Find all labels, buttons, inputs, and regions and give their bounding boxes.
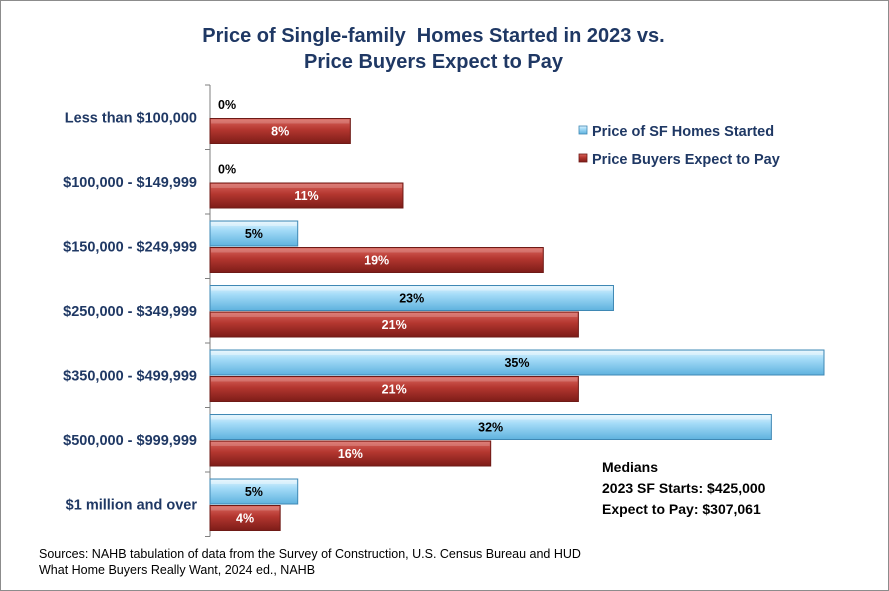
bar-highlight <box>211 506 280 511</box>
bar-expect-to-pay <box>209 247 544 273</box>
legend-label-expect-to-pay: Price Buyers Expect to Pay <box>592 152 780 168</box>
chart-title: Price of Single-family Homes Started in … <box>101 23 766 75</box>
legend-swatch-homes-started <box>578 125 588 135</box>
medians-heading: Medians <box>602 459 659 475</box>
data-label: 32% <box>478 421 503 435</box>
data-label: 35% <box>504 356 529 370</box>
legend-label-homes-started: Price of SF Homes Started <box>592 124 774 140</box>
bar-homes-started <box>209 478 299 505</box>
bar-expect-to-pay <box>209 118 351 144</box>
data-label: 8% <box>271 125 289 139</box>
bar-homes-started <box>209 220 299 247</box>
legend-swatch-expect-to-pay <box>578 153 588 163</box>
bar-highlight <box>211 222 297 226</box>
data-label: 16% <box>338 447 363 461</box>
sources-line-1: Sources: NAHB tabulation of data from th… <box>39 547 581 561</box>
data-label: 21% <box>382 318 407 332</box>
category-labels: Less than $100,000 $100,000 - $149,999 $15… <box>63 110 197 513</box>
data-label: 11% <box>294 189 318 203</box>
category-label: $250,000 - $349,999 <box>63 304 197 320</box>
category-label: $150,000 - $249,999 <box>63 239 197 255</box>
medians-expect: Expect to Pay: $307,061 <box>602 501 761 517</box>
category-label: $500,000 - $999,999 <box>63 433 197 449</box>
medians-box: Medians 2023 SF Starts: $425,000 Expect … <box>602 457 765 520</box>
chart-title-line-1: Price of Single-family Homes Started in … <box>202 25 665 47</box>
data-label: 5% <box>245 227 263 241</box>
bar-highlight <box>211 480 297 484</box>
data-label: 0% <box>218 98 236 112</box>
bar-expect-to-pay <box>209 505 281 531</box>
data-label: 0% <box>218 163 236 177</box>
axis-layer <box>205 84 211 537</box>
bar-expect-to-pay <box>209 311 579 338</box>
medians-starts: 2023 SF Starts: $425,000 <box>602 480 766 496</box>
bar-homes-started <box>209 285 614 311</box>
sources-line-2: What Home Buyers Really Want, 2024 ed., … <box>39 563 316 577</box>
bar-expect-to-pay <box>209 182 404 209</box>
chart-title-line-2: Price Buyers Expect to Pay <box>303 51 563 73</box>
legend: Price of SF Homes Started Price Buyers E… <box>578 124 780 168</box>
bars-layer: 0% 8% 0% 11% 5% 19% 23% 21% 35% 21% 32% 16% 5% 4% <box>209 98 825 531</box>
data-label: 4% <box>236 512 254 526</box>
data-label: 19% <box>364 254 389 268</box>
category-label: $100,000 - $149,999 <box>63 175 197 191</box>
data-label: 23% <box>399 292 424 306</box>
bar-highlight <box>211 415 771 420</box>
category-label: $1 million and over <box>66 497 198 513</box>
bar-homes-started <box>209 414 772 440</box>
bar-expect-to-pay <box>209 376 579 402</box>
bar-highlight <box>211 313 578 317</box>
data-label: 21% <box>382 383 407 397</box>
bar-homes-started <box>209 349 825 376</box>
bar-highlight <box>211 442 490 446</box>
data-label: 5% <box>245 485 263 499</box>
bar-highlight <box>211 351 823 355</box>
category-label: Less than $100,000 <box>65 110 197 126</box>
bar-highlight <box>211 184 402 188</box>
bar-highlight <box>211 377 578 382</box>
bar-highlight <box>211 286 613 291</box>
bar-highlight <box>211 248 543 253</box>
category-label: $350,000 - $499,999 <box>63 368 197 384</box>
bar-expect-to-pay <box>209 440 492 467</box>
bar-highlight <box>211 119 350 124</box>
sources-note: Sources: NAHB tabulation of data from th… <box>39 546 581 578</box>
